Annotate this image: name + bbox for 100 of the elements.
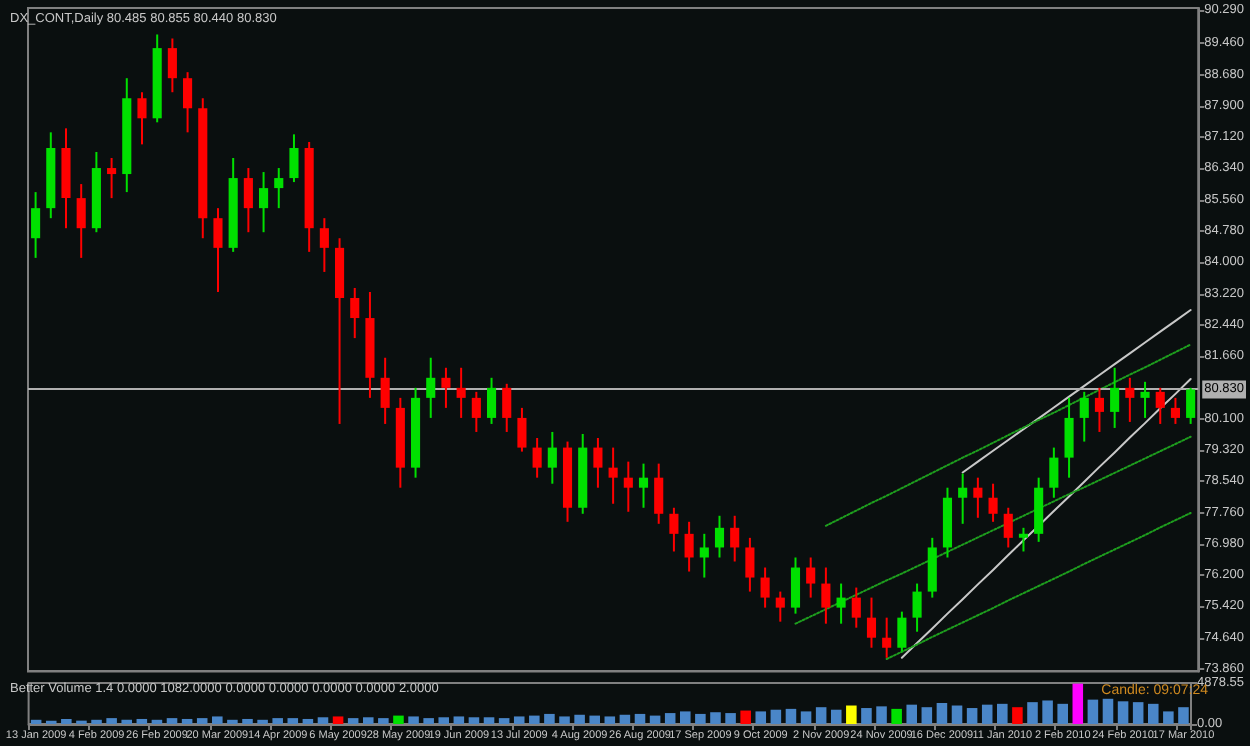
candlestick [1140,380,1150,419]
candlestick [973,476,983,519]
bar [951,705,963,724]
bar [1042,700,1053,724]
candlestick [897,610,907,653]
bar [212,716,223,724]
candlestick [669,506,679,553]
candlestick [350,286,360,340]
candlestick [654,462,664,525]
bar [544,713,555,724]
candlestick [547,430,557,485]
bar [846,705,857,724]
bar [861,708,872,724]
bar [921,707,933,724]
line-series [824,343,1192,527]
bar [740,710,751,724]
bar [800,711,812,724]
candlestick [76,183,86,259]
candlestick [471,390,481,433]
bar [710,712,721,724]
candlestick [1018,526,1029,553]
bar [61,718,72,724]
bar [393,715,404,724]
candlestick [866,596,877,649]
bar [997,703,1008,724]
bar [181,718,193,724]
bar [1163,711,1174,724]
candlestick [912,582,922,633]
bar [891,708,902,724]
bar [1178,707,1189,724]
candlestick [684,520,694,573]
candlestick [1064,396,1074,479]
candlestick [441,366,451,409]
bar [725,713,736,724]
bar [242,718,253,724]
candlestick [502,382,512,433]
candlestick [836,582,846,625]
bar [1057,703,1068,724]
candlestick [274,167,284,210]
bar [468,717,480,724]
bar [906,704,918,724]
candlestick [1125,376,1135,423]
candlestick [714,514,725,559]
candlestick [426,356,436,419]
bar [1087,699,1099,724]
bar [1072,683,1084,724]
bar [634,713,646,724]
bar [680,711,691,724]
bar [1117,701,1129,724]
bar [770,709,782,724]
candlestick [1110,366,1120,429]
bar [755,711,767,724]
candlestick [107,157,117,200]
bar [604,716,616,724]
bar [830,709,842,724]
candlestick [882,616,892,659]
bar [785,708,797,724]
bar [513,716,525,724]
candlestick [380,356,390,425]
line-series [794,435,1192,625]
candlestick [988,482,998,523]
candlestick [486,376,497,425]
bar [936,702,948,724]
bar [695,713,706,724]
candlestick [608,446,618,505]
candlestick [593,436,603,489]
candlestick [790,556,801,615]
candlestick [638,462,649,509]
candlestick [1034,476,1044,543]
candlestick [623,460,633,513]
candlestick [532,436,542,479]
candlestick [745,536,755,593]
candlestick [699,532,709,579]
candlestick [213,207,223,293]
candlestick [183,71,193,134]
bar [1027,702,1038,724]
candlestick [806,556,816,599]
bar [347,718,359,724]
bar [1132,702,1144,724]
bar [876,706,887,724]
bar [302,718,314,724]
candlestick [167,37,177,94]
bar [408,716,419,724]
candlestick [1170,396,1180,425]
candlestick [517,406,527,453]
candlestick [1155,386,1165,425]
bar [438,717,450,724]
bar [362,717,374,724]
bar [332,716,344,724]
bar [1102,698,1114,724]
bar [498,718,510,724]
candlestick [775,590,785,623]
bar [574,714,585,724]
bar [619,714,631,724]
candlestick [1094,386,1105,433]
candlestick [730,514,740,563]
bar [423,718,434,724]
line-series [961,309,1192,474]
bar [529,715,540,724]
bar [378,718,389,724]
